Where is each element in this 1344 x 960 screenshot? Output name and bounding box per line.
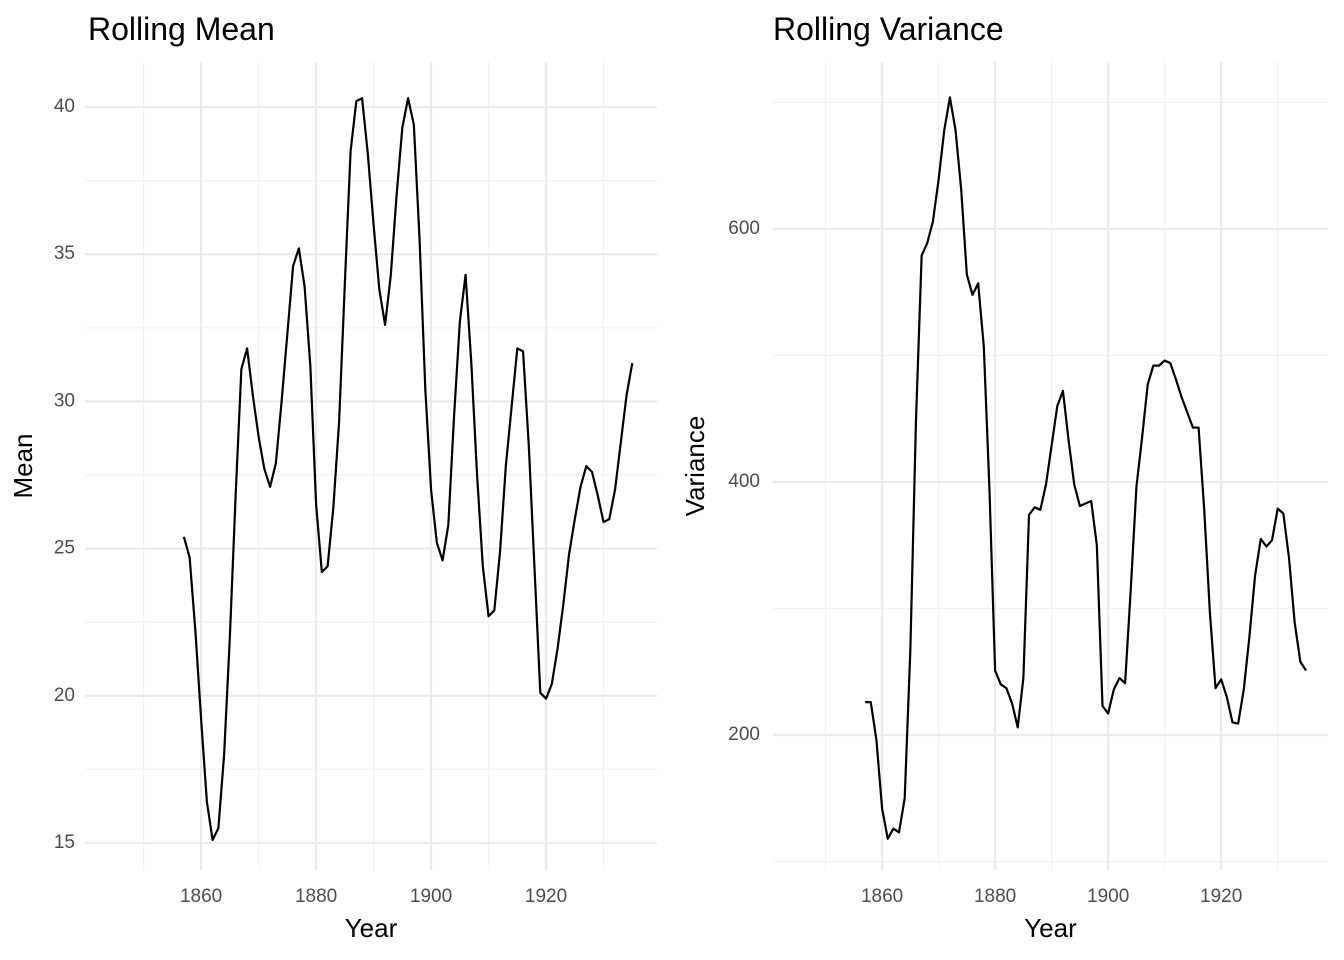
chart-title: Rolling Mean	[88, 11, 275, 47]
y-tick-label: 35	[54, 243, 75, 264]
data-line	[182, 97, 634, 842]
chart-title: Rolling Variance	[773, 11, 1004, 47]
y-tick-label: 15	[54, 832, 75, 853]
x-tick-label: 1860	[180, 886, 222, 907]
y-tick-label: 40	[54, 96, 75, 117]
y-tick-label: 25	[54, 538, 75, 559]
y-tick-label: 30	[54, 390, 75, 411]
y-axis-title: Variance	[680, 416, 710, 517]
data-line	[865, 96, 1307, 840]
x-axis-title: Year	[345, 913, 398, 943]
y-tick-label: 20	[54, 685, 75, 706]
y-tick-label: 600	[728, 218, 760, 239]
x-tick-label: 1880	[974, 886, 1016, 907]
x-tick-label: 1880	[295, 886, 337, 907]
x-tick-label: 1860	[861, 886, 903, 907]
x-tick-label: 1900	[1087, 886, 1129, 907]
y-axis-title: Mean	[8, 433, 38, 498]
x-axis-title: Year	[1024, 913, 1077, 943]
x-tick-label: 1920	[525, 886, 567, 907]
y-tick-label: 200	[728, 724, 760, 745]
y-tick-label: 400	[728, 471, 760, 492]
x-tick-label: 1920	[1200, 886, 1242, 907]
x-tick-label: 1900	[410, 886, 452, 907]
